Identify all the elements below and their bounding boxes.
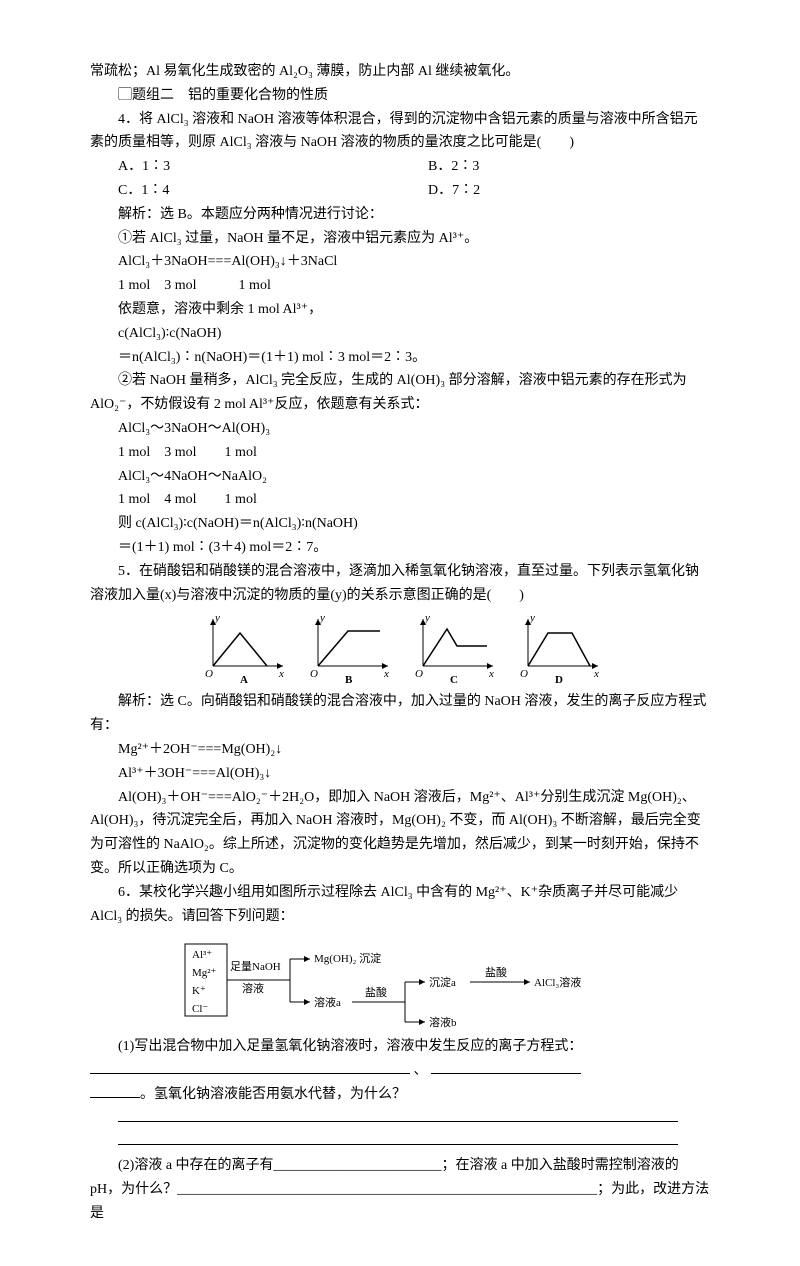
q4-a: A．1∶3 bbox=[90, 155, 400, 179]
svg-text:盐酸: 盐酸 bbox=[485, 965, 507, 979]
group-title: ▢题组二 铝的重要化合物的性质 bbox=[90, 84, 710, 108]
q6-diagram: Al³⁺ Mg²⁺ K⁺ Cl⁻ 足量NaOH 溶液 Mg(OH)₂ 沉淀 溶液… bbox=[90, 934, 710, 1029]
q4-note1: 依题意，溶液中剩余 1 mol Al³⁺， bbox=[90, 298, 710, 322]
svg-text:y: y bbox=[529, 612, 535, 624]
svg-text:盐酸: 盐酸 bbox=[365, 985, 387, 999]
q5-eq1: Mg²⁺＋2OH⁻===Mg(OH)₂↓ bbox=[90, 738, 710, 762]
svg-text:y: y bbox=[424, 612, 430, 624]
q4-rel1m: 1 mol 3 mol 1 mol bbox=[90, 441, 710, 465]
q4-b: B．2∶3 bbox=[400, 155, 710, 179]
graph-b: y x O B bbox=[300, 611, 395, 686]
svg-text:沉淀a: 沉淀a bbox=[429, 975, 456, 989]
q6-p2: (2)溶液 a 中存在的离子有________________________；… bbox=[90, 1154, 710, 1225]
graph-c: y x O C bbox=[405, 611, 500, 686]
svg-text:溶液a: 溶液a bbox=[314, 995, 341, 1009]
q6-blank2 bbox=[90, 1107, 710, 1131]
q6-blank1: 、 bbox=[90, 1059, 710, 1083]
svg-text:y: y bbox=[214, 612, 220, 624]
q6-stem: 6．某校化学兴趣小组用如图所示过程除去 AlCl₃ 中含有的 Mg²⁺、K⁺杂质… bbox=[90, 881, 710, 929]
svg-text:AlCl₃溶液: AlCl₃溶液 bbox=[534, 975, 581, 989]
svg-text:O: O bbox=[415, 668, 423, 680]
svg-text:A: A bbox=[240, 674, 248, 686]
q4-analysis: 解析：选 B。本题应分两种情况进行讨论： bbox=[90, 203, 710, 227]
svg-text:B: B bbox=[345, 674, 353, 686]
q5-analysis: 解析：选 C。向硝酸铝和硝酸镁的混合溶液中，加入过量的 NaOH 溶液，发生的离… bbox=[90, 690, 710, 738]
q4-case1: ①若 AlCl₃ 过量，NaOH 量不足，溶液中铝元素应为 Al³⁺。 bbox=[90, 227, 710, 251]
q5-stem: 5．在硝酸铝和硝酸镁的混合溶液中，逐滴加入稀氢氧化钠溶液，直至过量。下列表示氢氧… bbox=[90, 560, 710, 608]
graph-a: y x O A bbox=[195, 611, 290, 686]
q4-choices2: C．1∶4 D．7∶2 bbox=[90, 179, 710, 203]
q4-result2: ＝(1＋1) mol∶(3＋4) mol＝2∶7。 bbox=[90, 536, 710, 560]
q4-rel1: AlCl₃～3NaOH～Al(OH)₃ bbox=[90, 417, 710, 441]
q4-rel2: AlCl₃～4NaOH～NaAlO₂ bbox=[90, 465, 710, 489]
q6-blank3 bbox=[90, 1130, 710, 1154]
svg-text:Mg(OH)₂ 沉淀: Mg(OH)₂ 沉淀 bbox=[314, 951, 381, 965]
svg-text:Al³⁺: Al³⁺ bbox=[192, 949, 212, 961]
svg-text:Cl⁻: Cl⁻ bbox=[192, 1003, 208, 1015]
q4-ratio1: c(AlCl₃)∶c(NaOH) bbox=[90, 322, 710, 346]
q4-rel2m: 1 mol 4 mol 1 mol bbox=[90, 488, 710, 512]
q4-case2: ②若 NaOH 量稍多，AlCl₃ 完全反应，生成的 Al(OH)₃ 部分溶解，… bbox=[90, 369, 710, 417]
q4-stem: 4．将 AlCl₃ 溶液和 NaOH 溶液等体积混合，得到的沉淀物中含铝元素的质… bbox=[90, 108, 710, 156]
svg-text:溶液b: 溶液b bbox=[429, 1015, 457, 1029]
q5-graphs: y x O A y x O B y x O C bbox=[90, 611, 710, 686]
q5-explain: Al(OH)₃＋OH⁻===AlO₂⁻＋2H₂O，即加入 NaOH 溶液后，Mg… bbox=[90, 786, 710, 881]
svg-text:溶液: 溶液 bbox=[242, 981, 264, 995]
svg-text:x: x bbox=[383, 668, 389, 680]
svg-text:Mg²⁺: Mg²⁺ bbox=[192, 967, 217, 979]
svg-text:C: C bbox=[450, 674, 458, 686]
svg-text:y: y bbox=[319, 612, 325, 624]
svg-text:O: O bbox=[205, 668, 213, 680]
q4-eq1: AlCl₃＋3NaOH===Al(OH)₃↓＋3NaCl bbox=[90, 250, 710, 274]
svg-text:x: x bbox=[593, 668, 599, 680]
q4-mol1: 1 mol 3 mol 1 mol bbox=[90, 274, 710, 298]
graph-d: y x O D bbox=[510, 611, 605, 686]
q5-eq2: Al³⁺＋3OH⁻===Al(OH)₃↓ bbox=[90, 762, 710, 786]
q4-d: D．7∶2 bbox=[400, 179, 710, 203]
continuation-text: 常疏松；Al 易氧化生成致密的 Al₂O₃ 薄膜，防止内部 Al 继续被氧化。 bbox=[90, 60, 710, 84]
svg-text:O: O bbox=[520, 668, 528, 680]
q6-p1: (1)写出混合物中加入足量氢氧化钠溶液时，溶液中发生反应的离子方程式： bbox=[90, 1035, 710, 1059]
svg-text:足量NaOH: 足量NaOH bbox=[230, 960, 281, 973]
svg-text:x: x bbox=[488, 668, 494, 680]
svg-text:x: x bbox=[278, 668, 284, 680]
q4-c: C．1∶4 bbox=[90, 179, 400, 203]
q4-result: 则 c(AlCl₃)∶c(NaOH)＝n(AlCl₃)∶n(NaOH) bbox=[90, 512, 710, 536]
q4-ratio2: ＝n(AlCl₃)∶n(NaOH)＝(1＋1) mol∶3 mol＝2∶3。 bbox=[90, 346, 710, 370]
svg-text:K⁺: K⁺ bbox=[192, 985, 206, 997]
svg-text:D: D bbox=[555, 674, 563, 686]
q4-choices: A．1∶3 B．2∶3 bbox=[90, 155, 710, 179]
q6-p1c: 。氢氧化钠溶液能否用氨水代替，为什么？ bbox=[90, 1083, 710, 1107]
svg-text:O: O bbox=[310, 668, 318, 680]
